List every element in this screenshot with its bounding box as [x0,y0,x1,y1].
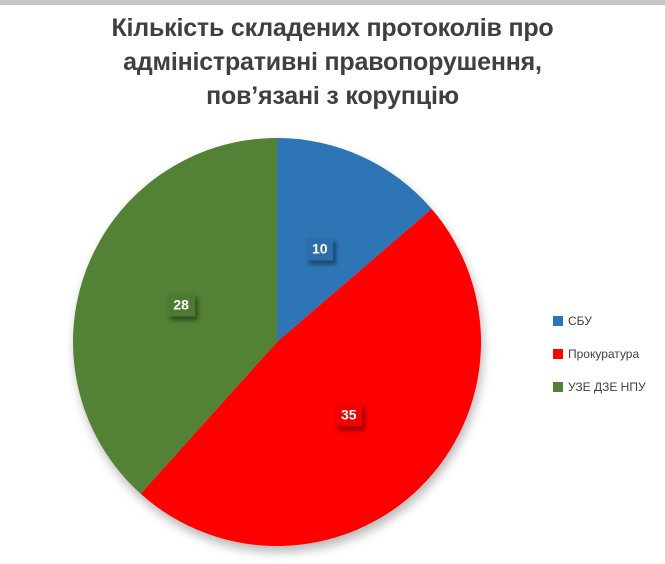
legend: СБУ Прокуратура УЗЕ ДЗЕ НПУ [553,311,646,410]
legend-label: Прокуратура [568,346,640,361]
top-divider-bar [0,0,665,5]
data-label-0: 10 [306,237,334,261]
legend-item-1: Прокуратура [553,344,646,363]
legend-color-swatch-icon [553,348,563,359]
chart-title: Кількість складених протоколів про адмін… [0,11,665,113]
chart-title-line-2: адміністративні правопорушення, [123,48,542,76]
legend-color-swatch-icon [553,315,563,326]
data-label-1: 35 [335,403,363,427]
legend-label: СБУ [568,313,592,328]
legend-item-0: СБУ [553,311,646,330]
chart-title-line-3: пов’язані з корупцію [206,82,459,110]
data-label-2: 28 [167,293,195,317]
chart-title-line-1: Кількість складених протоколів про [111,14,554,42]
legend-label: УЗЕ ДЗЕ НПУ [568,379,646,394]
pie-slice-1 [140,209,482,547]
pie-slice-0 [277,138,432,342]
legend-item-2: УЗЕ ДЗЕ НПУ [553,377,646,396]
legend-color-swatch-icon [553,381,563,392]
